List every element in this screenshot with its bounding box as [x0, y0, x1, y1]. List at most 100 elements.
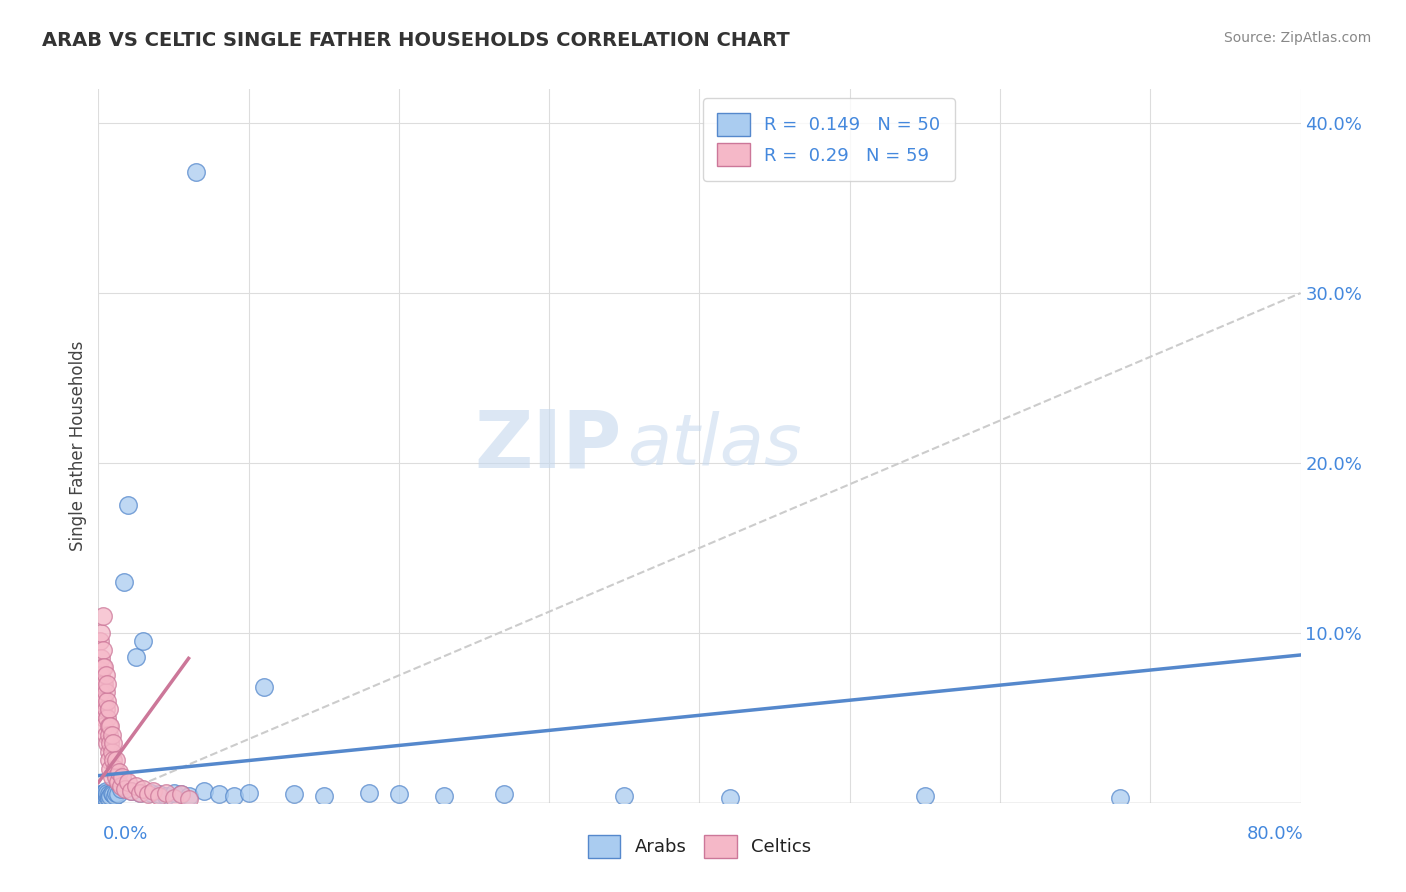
Point [90, 790, 112, 805]
Point [105, 770, 128, 784]
Point [117, 775, 139, 789]
Point [101, 770, 124, 784]
Point [91, 702, 114, 716]
Point [914, 789, 936, 803]
Point [170, 787, 193, 801]
Point [170, 787, 193, 801]
Text: ARAB VS CELTIC SINGLE FATHER HOUSEHOLDS CORRELATION CHART: ARAB VS CELTIC SINGLE FATHER HOUSEHOLDS … [42, 31, 790, 50]
Point [96, 694, 118, 708]
Point [107, 775, 129, 789]
Point [132, 782, 155, 797]
Point [129, 786, 152, 800]
Point [184, 165, 207, 179]
Point [155, 789, 177, 803]
Point [105, 753, 128, 767]
Point [110, 782, 132, 797]
Point [97, 790, 120, 805]
Point [96, 789, 118, 803]
Point [96, 786, 118, 800]
Point [238, 786, 260, 800]
Point [718, 790, 741, 805]
Point [117, 499, 139, 513]
Point [94, 784, 117, 798]
Point [104, 789, 127, 803]
Point [93, 711, 115, 725]
Point [100, 762, 122, 776]
Point [100, 736, 122, 750]
Point [96, 736, 118, 750]
Point [97, 745, 120, 759]
Point [312, 789, 335, 803]
Point [433, 789, 456, 803]
Point [93, 660, 115, 674]
Text: ZIP: ZIP [474, 407, 621, 485]
Point [93, 677, 115, 691]
Point [93, 694, 115, 708]
Point [357, 786, 380, 800]
Text: 80.0%: 80.0% [1247, 825, 1303, 843]
Point [96, 711, 118, 725]
Point [103, 787, 125, 801]
Point [97, 728, 120, 742]
Point [208, 787, 231, 801]
Point [94, 668, 117, 682]
Point [104, 762, 127, 776]
Point [125, 649, 148, 664]
Point [155, 786, 177, 800]
Y-axis label: Single Father Households: Single Father Households [69, 341, 87, 551]
Point [139, 786, 162, 800]
Point [94, 685, 117, 699]
Point [1109, 790, 1132, 805]
Point [97, 702, 120, 716]
Point [91, 787, 114, 801]
Point [121, 784, 143, 798]
Point [94, 728, 117, 742]
Point [111, 770, 134, 784]
Point [162, 790, 184, 805]
Point [222, 789, 245, 803]
Point [108, 765, 131, 780]
Point [148, 789, 170, 803]
Point [101, 728, 124, 742]
Point [283, 787, 305, 801]
Point [94, 790, 117, 805]
Point [110, 779, 132, 793]
Point [91, 660, 114, 674]
Point [90, 685, 112, 699]
Point [177, 792, 200, 806]
Point [100, 719, 122, 733]
Point [193, 784, 215, 798]
Text: Source: ZipAtlas.com: Source: ZipAtlas.com [1223, 31, 1371, 45]
Text: 0.0%: 0.0% [103, 825, 148, 843]
Text: atlas: atlas [627, 411, 801, 481]
Point [91, 608, 114, 623]
Point [103, 753, 125, 767]
Point [96, 677, 118, 691]
Point [388, 787, 411, 801]
Point [136, 787, 159, 801]
Point [103, 736, 125, 750]
Legend: Arabs, Celtics: Arabs, Celtics [581, 828, 818, 865]
Point [89, 663, 111, 677]
Point [97, 787, 120, 801]
Point [129, 786, 152, 800]
Point [613, 789, 636, 803]
Point [141, 784, 163, 798]
Point [112, 574, 135, 589]
Point [90, 626, 112, 640]
Point [90, 789, 112, 803]
Point [105, 786, 128, 800]
Point [97, 753, 120, 767]
Point [94, 787, 117, 801]
Point [101, 786, 124, 800]
Point [91, 643, 114, 657]
Point [90, 668, 112, 682]
Point [162, 786, 184, 800]
Point [177, 789, 200, 803]
Point [494, 787, 516, 801]
Point [94, 702, 117, 716]
Point [101, 745, 124, 759]
Point [91, 677, 114, 691]
Point [100, 789, 122, 803]
Point [90, 651, 112, 665]
